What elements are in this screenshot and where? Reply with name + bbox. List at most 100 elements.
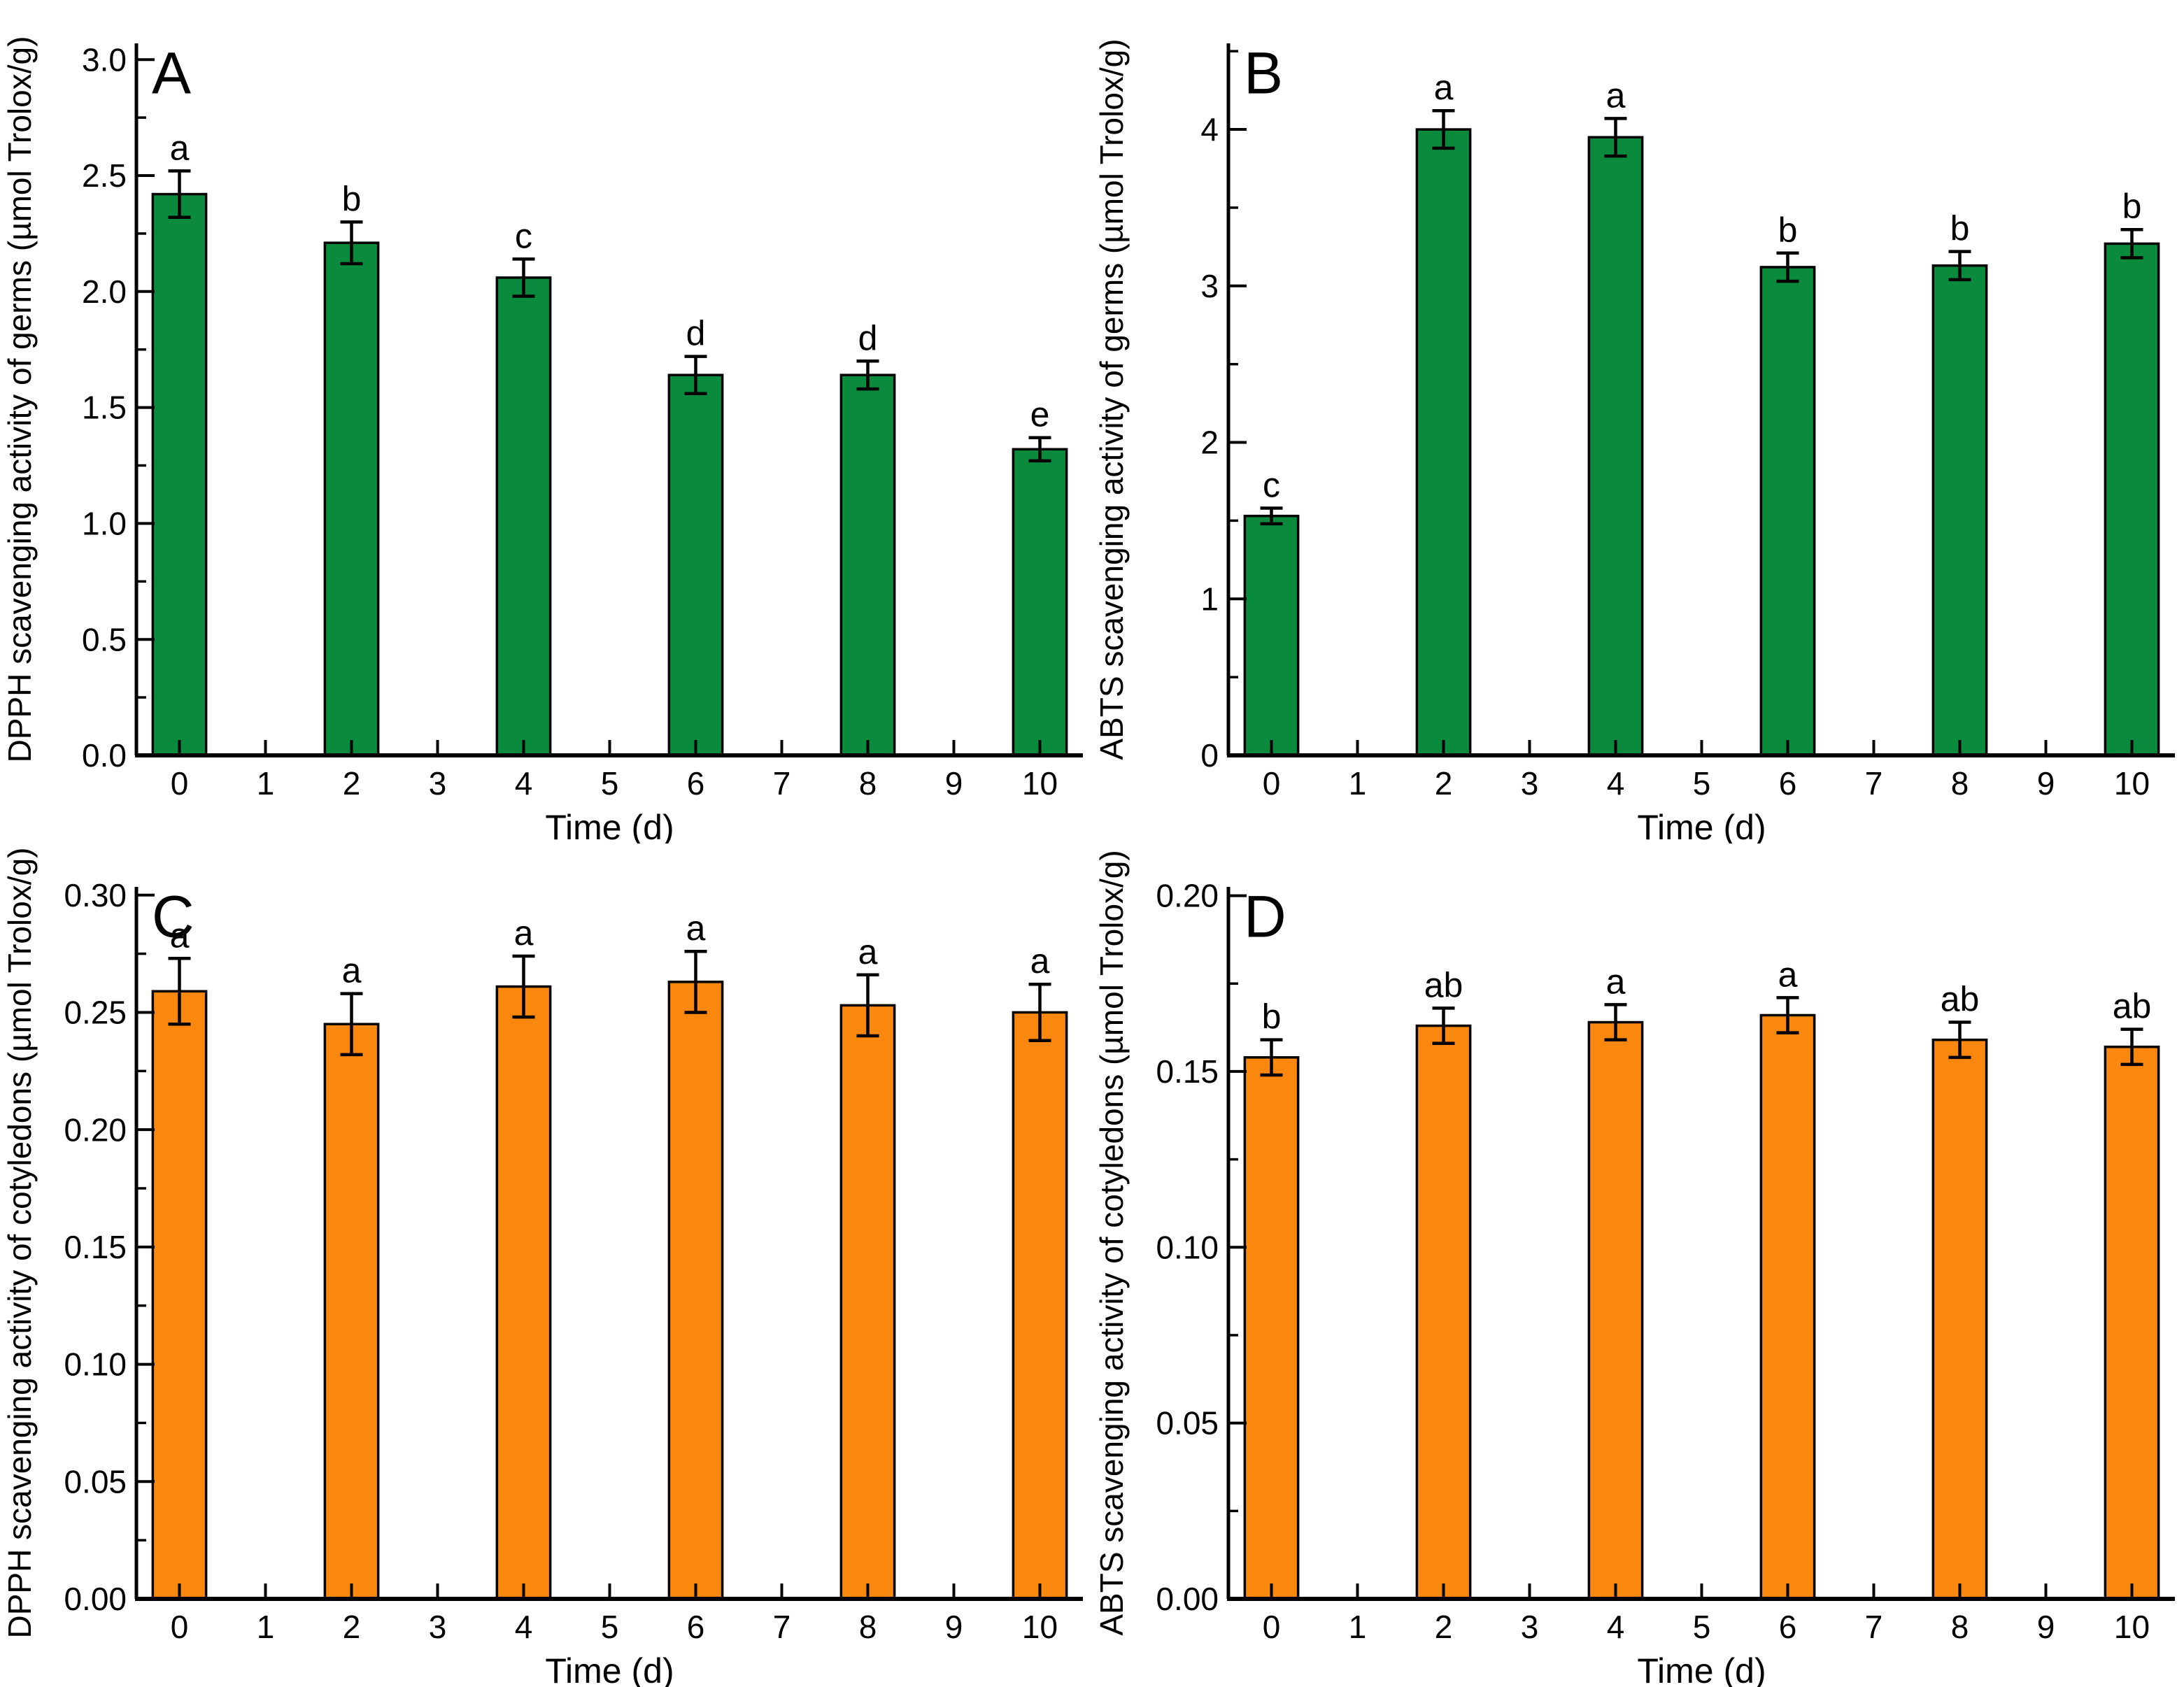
y-tick-label: 1.0 <box>82 506 127 542</box>
x-tick-label: 8 <box>1951 1609 1969 1645</box>
x-tick-label: 3 <box>429 1609 447 1645</box>
x-tick-label: 7 <box>1865 1609 1883 1645</box>
x-tick-label: 1 <box>257 765 275 802</box>
sig-letter: d <box>858 318 878 357</box>
y-tick-label: 0 <box>1200 737 1219 774</box>
sig-letter: b <box>1778 211 1798 250</box>
panel-d-abts-cotyledons: b ab a a ab ab 0 1 2 3 4 5 6 7 8 9 10 0.00 0.05 0.10 0.15 0.2… <box>1092 843 2184 1687</box>
y-tick-label: 0.20 <box>1156 878 1219 914</box>
x-tick-label: 10 <box>1022 765 1058 802</box>
x-tick-label: 6 <box>1779 1609 1797 1645</box>
x-tick-label: 9 <box>2037 765 2055 802</box>
sig-letter: a <box>170 916 190 955</box>
bar-day-10 <box>2104 242 2160 757</box>
bar-day-8 <box>1931 264 1988 757</box>
x-tick-label: 4 <box>1607 765 1625 802</box>
y-tick-label: 0.20 <box>64 1111 127 1148</box>
y-tick-label: 0.00 <box>1156 1581 1219 1617</box>
y-tick-label: 0.10 <box>64 1346 127 1383</box>
sig-letter: b <box>1262 997 1282 1037</box>
x-axis-title: Time (d) <box>1637 1651 1766 1687</box>
x-tick-label: 4 <box>515 765 533 802</box>
bar-day-0 <box>151 192 208 757</box>
panel-B-chart: c a a b b b 0 1 2 3 4 5 6 7 8 9 10 0 1 2 3 4 Time (d) ABTS scav… <box>1093 38 2175 843</box>
panel-c-dpph-cotyledons: a a a a a a 0 1 2 3 4 5 6 7 8 9 10 0.00 0.05 0.10 0.15 0.20 0.… <box>0 843 1092 1687</box>
sig-letter: ab <box>1941 980 1980 1019</box>
panel-b-abts-germs: c a a b b b 0 1 2 3 4 5 6 7 8 9 10 0 1 2 3 4 Time (d) ABTS scav… <box>1092 0 2184 843</box>
sig-letter: a <box>1434 68 1454 107</box>
x-tick-label: 2 <box>343 1609 361 1645</box>
bar-day-4 <box>495 985 552 1600</box>
x-tick-label: 2 <box>343 765 361 802</box>
sig-letter: a <box>858 932 878 971</box>
y-tick-label: 0.00 <box>64 1581 127 1617</box>
bar-day-4 <box>1587 1020 1644 1600</box>
bar-day-10 <box>2104 1045 2160 1600</box>
y-tick-label: 2.0 <box>82 273 127 310</box>
x-tick-label: 5 <box>1693 1609 1711 1645</box>
bar-day-2 <box>1415 128 1472 757</box>
x-tick-label: 1 <box>1349 1609 1367 1645</box>
panel-C-chart: a a a a a a 0 1 2 3 4 5 6 7 8 9 10 0.00 0.05 0.10 0.15 0.20 0.… <box>1 848 1083 1687</box>
y-axis-title: ABTS scavenging activity of germs (µmol … <box>1093 38 1130 760</box>
bar-day-0 <box>1243 514 1300 757</box>
x-tick-label: 1 <box>257 1609 275 1645</box>
y-axis-title: DPPH scavenging activity of cotyledons (… <box>1 848 38 1639</box>
bar-day-0 <box>1243 1056 1300 1600</box>
sig-letter: a <box>1778 955 1798 994</box>
x-tick-label: 6 <box>1779 765 1797 802</box>
sig-letter: a <box>1606 76 1626 115</box>
y-tick-label: 0.30 <box>64 877 127 913</box>
x-tick-label: 9 <box>945 765 963 802</box>
y-tick-label: 0.0 <box>82 737 127 774</box>
y-tick-label: 2.5 <box>82 157 127 194</box>
panel-A-chart: a b c d d e 0 1 2 3 4 5 6 7 8 9 10 0.0 0.5 1.0 1.5 2.0 2.5 3.0 T… <box>1 36 1083 843</box>
y-tick-label: 2 <box>1200 425 1219 461</box>
x-tick-label: 6 <box>687 765 705 802</box>
y-tick-label: 3.0 <box>82 41 127 78</box>
bar-day-2 <box>323 1023 380 1600</box>
sig-letter: a <box>1030 941 1050 981</box>
y-tick-label: 0.5 <box>82 621 127 657</box>
y-tick-label: 0.05 <box>64 1463 127 1500</box>
x-tick-label: 0 <box>171 765 189 802</box>
x-tick-label: 7 <box>773 1609 791 1645</box>
panel-a-dpph-germs: a b c d d e 0 1 2 3 4 5 6 7 8 9 10 0.0 0.5 1.0 1.5 2.0 2.5 3.0 T… <box>0 0 1092 843</box>
x-tick-label: 10 <box>2114 1609 2150 1645</box>
panel-letter: A <box>152 40 191 106</box>
sig-letter: b <box>342 179 362 218</box>
panel-D-chart: b ab a a ab ab 0 1 2 3 4 5 6 7 8 9 10 0.00 0.05 0.10 0.15 0.2… <box>1093 850 2175 1687</box>
sig-letter: a <box>1606 962 1626 1001</box>
x-tick-label: 7 <box>773 765 791 802</box>
sig-letter: a <box>686 909 706 948</box>
bar-day-4 <box>1587 136 1644 757</box>
x-tick-label: 5 <box>1693 765 1711 802</box>
x-tick-label: 9 <box>945 1609 963 1645</box>
y-tick-label: 0.15 <box>64 1229 127 1265</box>
x-tick-label: 0 <box>171 1609 189 1645</box>
x-tick-label: 10 <box>2114 765 2150 802</box>
sig-letter: c <box>1263 465 1280 504</box>
x-tick-label: 3 <box>429 765 447 802</box>
x-tick-label: 4 <box>1607 1609 1625 1645</box>
y-tick-label: 0.15 <box>1156 1053 1219 1090</box>
sig-letter: e <box>1030 395 1050 434</box>
sig-letter: b <box>2122 187 2142 226</box>
bar-day-6 <box>1759 1013 1816 1600</box>
bar-day-6 <box>667 373 724 757</box>
bar-day-10 <box>1012 1011 1068 1600</box>
bar-day-2 <box>323 241 380 757</box>
x-tick-label: 8 <box>859 765 877 802</box>
sig-letter: a <box>342 951 362 990</box>
x-tick-label: 3 <box>1521 1609 1539 1645</box>
x-tick-label: 1 <box>1349 765 1367 802</box>
y-tick-label: 3 <box>1200 268 1219 304</box>
x-tick-label: 10 <box>1022 1609 1058 1645</box>
x-tick-label: 0 <box>1263 1609 1281 1645</box>
x-tick-label: 6 <box>687 1609 705 1645</box>
sig-letter: a <box>170 128 190 167</box>
y-tick-label: 0.25 <box>64 995 127 1031</box>
x-tick-label: 2 <box>1435 1609 1453 1645</box>
y-tick-label: 1.5 <box>82 390 127 426</box>
bar-day-2 <box>1415 1024 1472 1600</box>
